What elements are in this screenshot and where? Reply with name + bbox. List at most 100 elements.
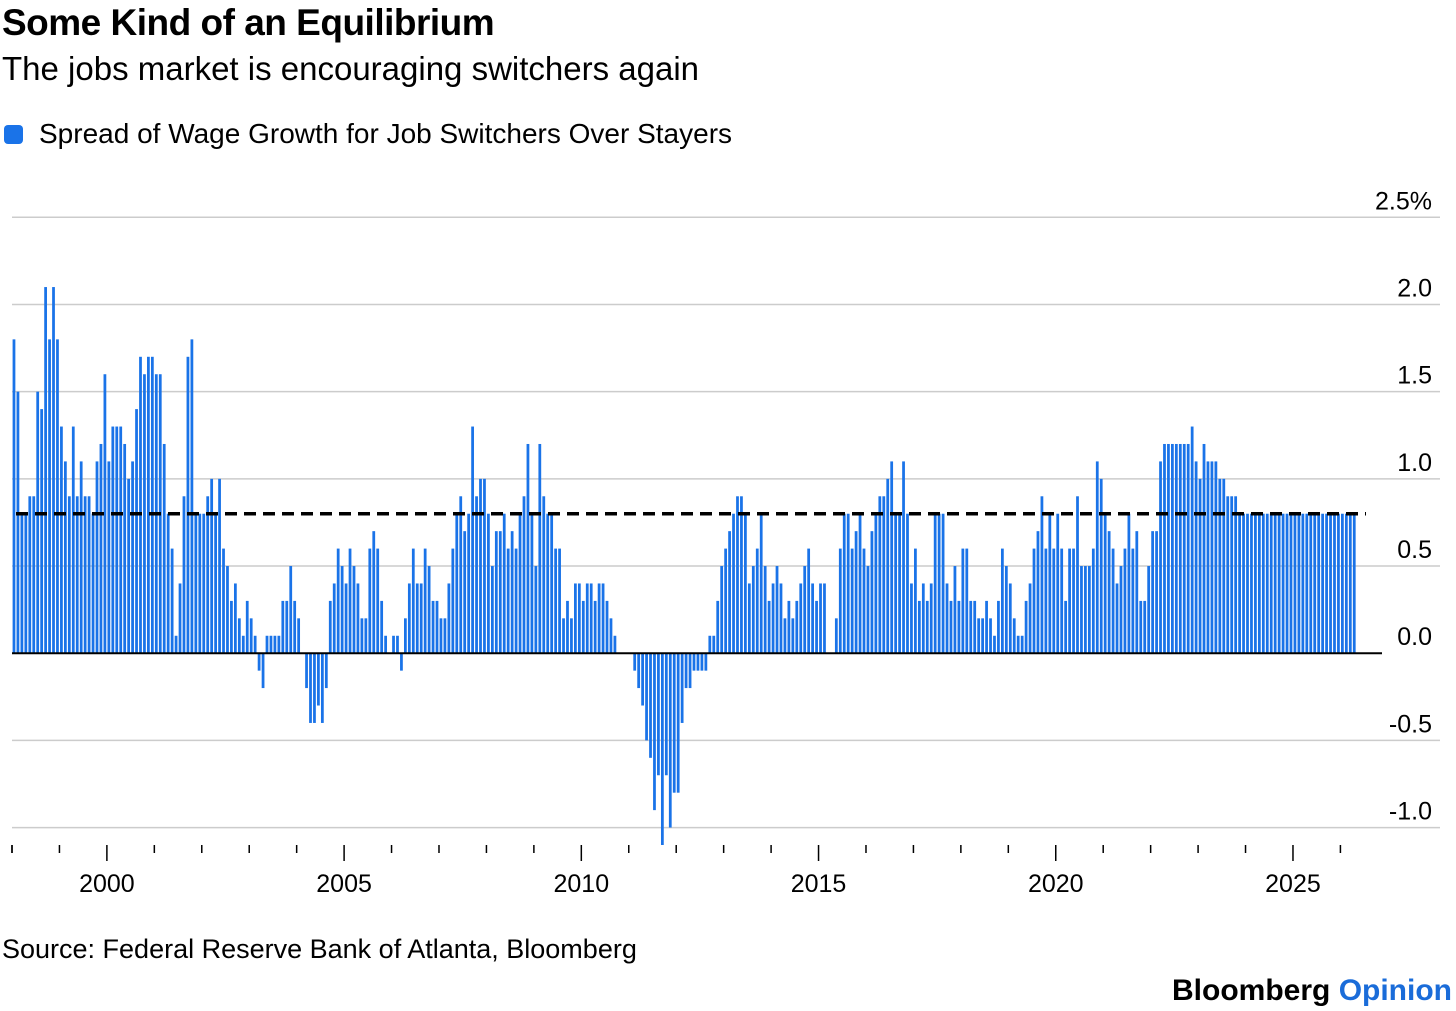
x-tick-label: 2020 bbox=[1028, 870, 1084, 898]
bar bbox=[1052, 548, 1056, 654]
bar bbox=[1329, 513, 1332, 654]
bar bbox=[1080, 566, 1083, 654]
bar bbox=[285, 600, 289, 654]
bar bbox=[692, 653, 696, 671]
bar bbox=[324, 653, 328, 689]
bar bbox=[1076, 496, 1079, 654]
bar bbox=[815, 600, 818, 654]
bar bbox=[1214, 461, 1218, 654]
bar bbox=[218, 478, 221, 654]
bar bbox=[771, 583, 775, 654]
bar bbox=[467, 513, 471, 654]
bar bbox=[751, 566, 755, 654]
bar bbox=[1064, 600, 1068, 654]
bar bbox=[937, 513, 941, 654]
bar bbox=[775, 566, 779, 654]
bar bbox=[633, 653, 637, 671]
bar bbox=[803, 566, 807, 654]
bar bbox=[376, 548, 380, 654]
bar bbox=[850, 548, 854, 654]
bar bbox=[16, 391, 20, 654]
bar bbox=[921, 583, 925, 654]
bar bbox=[1048, 513, 1052, 654]
bar bbox=[1325, 513, 1328, 654]
bar bbox=[233, 583, 237, 654]
bar bbox=[1151, 531, 1155, 654]
bar bbox=[360, 618, 364, 654]
bar bbox=[483, 478, 486, 654]
y-tick-label: 2.0 bbox=[1397, 274, 1432, 302]
bar bbox=[577, 583, 581, 654]
bar bbox=[344, 583, 348, 654]
bar bbox=[585, 583, 589, 654]
bar bbox=[807, 548, 811, 654]
bar bbox=[1190, 426, 1194, 654]
bar bbox=[1119, 566, 1123, 654]
bar bbox=[1174, 443, 1178, 654]
bar bbox=[554, 548, 558, 654]
y-tick-label: 0.0 bbox=[1397, 623, 1432, 651]
bar bbox=[392, 635, 395, 654]
bar bbox=[660, 653, 664, 845]
y-tick-label: 1.5 bbox=[1397, 362, 1432, 390]
bar bbox=[305, 653, 308, 689]
bar bbox=[811, 583, 814, 654]
bar bbox=[933, 513, 937, 654]
bar bbox=[704, 653, 708, 671]
bar bbox=[1257, 513, 1261, 654]
bar bbox=[1060, 548, 1064, 654]
bar bbox=[1246, 513, 1249, 654]
bar bbox=[479, 478, 482, 654]
bar bbox=[127, 478, 131, 654]
bar bbox=[985, 600, 988, 654]
bar bbox=[779, 583, 783, 654]
bar bbox=[1222, 478, 1226, 654]
bar bbox=[182, 496, 186, 654]
bar bbox=[506, 548, 510, 654]
bar bbox=[1194, 461, 1198, 654]
bar bbox=[451, 548, 455, 654]
bar bbox=[419, 583, 423, 654]
bar bbox=[352, 566, 356, 654]
bar bbox=[411, 548, 415, 654]
bar bbox=[534, 566, 538, 654]
bar bbox=[348, 548, 352, 654]
bar bbox=[1206, 461, 1210, 654]
x-tick-label: 2015 bbox=[791, 870, 847, 898]
bar bbox=[720, 566, 724, 654]
bar bbox=[241, 635, 245, 654]
x-tick-label: 2010 bbox=[554, 870, 610, 898]
y-tick-label: -0.5 bbox=[1389, 710, 1432, 738]
y-tick-label: -1.0 bbox=[1389, 798, 1432, 826]
bar bbox=[1159, 461, 1162, 654]
bar bbox=[993, 635, 996, 654]
bar bbox=[249, 618, 253, 654]
bar bbox=[969, 600, 973, 654]
bar bbox=[1028, 583, 1032, 654]
y-tick-label: 2.5% bbox=[1375, 187, 1432, 215]
bar bbox=[866, 566, 870, 654]
bar bbox=[198, 513, 202, 654]
bar bbox=[973, 600, 977, 654]
bar bbox=[823, 583, 826, 654]
bar bbox=[99, 443, 103, 654]
bar bbox=[736, 496, 739, 654]
bar bbox=[103, 374, 107, 654]
bar bbox=[732, 513, 735, 654]
bar bbox=[763, 566, 767, 654]
bar bbox=[906, 513, 909, 654]
bar bbox=[95, 461, 99, 654]
bar bbox=[245, 600, 249, 654]
bar bbox=[728, 531, 731, 654]
bar bbox=[522, 496, 526, 654]
bar bbox=[874, 513, 878, 654]
bar bbox=[688, 653, 692, 689]
bar bbox=[929, 583, 933, 654]
bar bbox=[40, 409, 44, 654]
bar bbox=[206, 496, 210, 654]
bar bbox=[680, 653, 684, 723]
bar bbox=[36, 391, 40, 654]
bar bbox=[309, 653, 312, 723]
bar bbox=[914, 548, 917, 654]
bar bbox=[1095, 461, 1099, 654]
